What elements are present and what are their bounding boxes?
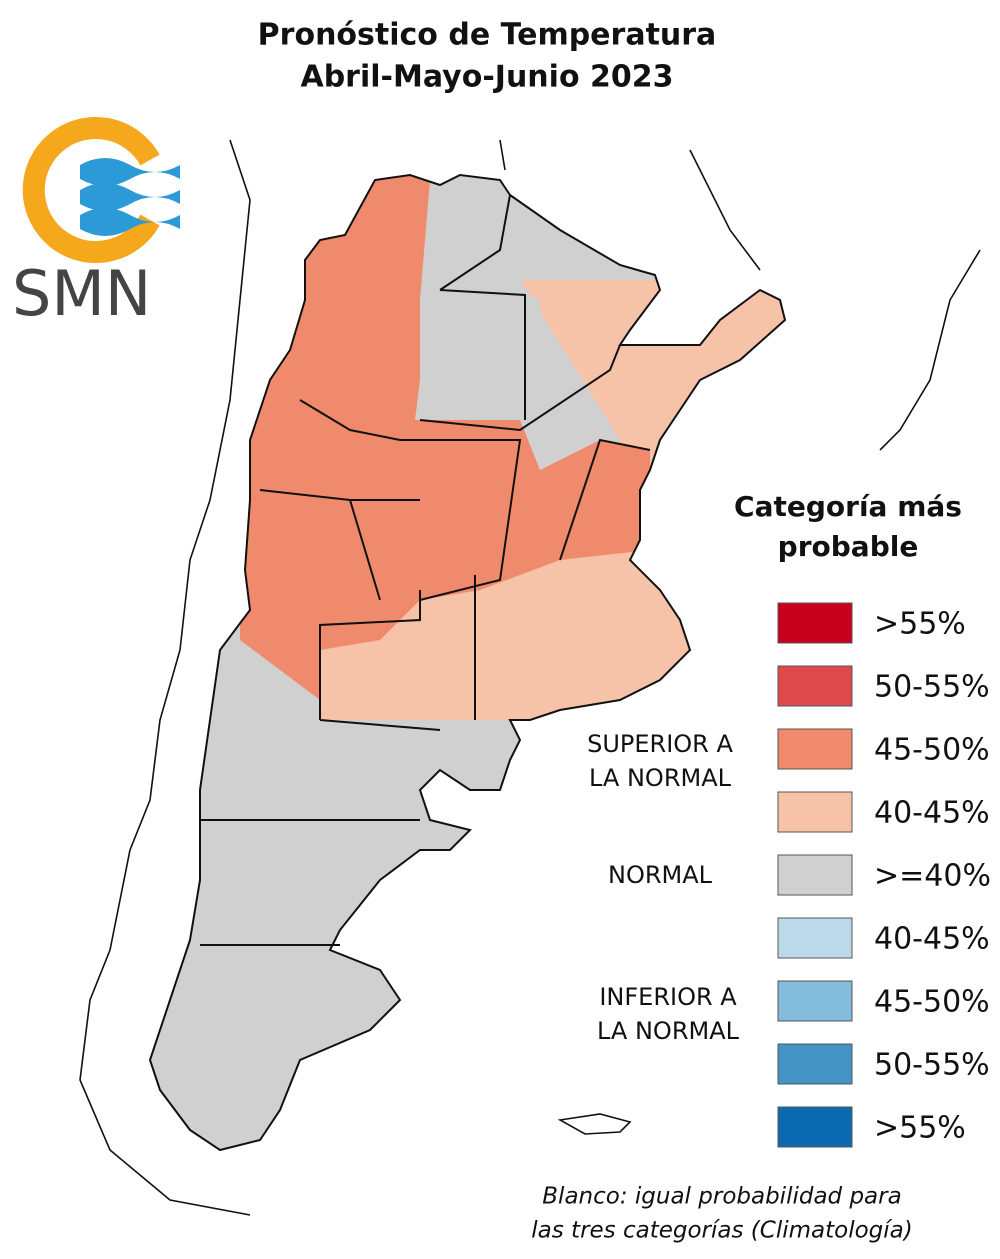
legend-label: 45-50% [874,733,990,768]
legend-swatch [777,728,853,770]
legend-title: probable [778,530,919,563]
group-label: INFERIOR A [599,983,737,1011]
legend-label: 45-50% [874,985,990,1020]
group-label: LA NORMAL [589,764,732,792]
legend-swatch [777,1106,853,1148]
legend-label: >55% [874,607,966,642]
legend-label: >=40% [874,859,991,894]
legend-label: 40-45% [874,796,990,831]
legend-label: 50-55% [874,670,990,705]
title: Pronóstico de Temperatura [258,18,717,53]
legend-swatch [777,980,853,1022]
legend-swatch [777,665,853,707]
title: Abril-Mayo-Junio 2023 [300,60,673,95]
logo-text: SMN [12,257,151,330]
legend-label: 40-45% [874,922,990,957]
logo: SMN [12,117,180,330]
legend-swatch [777,602,853,644]
legend-label: >55% [874,1111,966,1146]
group-label: SUPERIOR A [587,730,733,758]
legend-items: >55% 50-55% 45-50% 40-45% >=40% 40-45% 45-50% 5… [777,602,991,1148]
legend-label: 50-55% [874,1048,990,1083]
legend-swatch [777,854,853,896]
legend-title: Categoría más [734,490,962,523]
legend-swatch [777,791,853,833]
footnote: las tres categorías (Climatología) [531,1218,912,1244]
legend-swatch [777,917,853,959]
group-label: NORMAL [608,861,713,889]
group-label: LA NORMAL [597,1017,740,1045]
legend-swatch [777,1043,853,1085]
footnote: Blanco: igual probabilidad para [542,1184,901,1210]
